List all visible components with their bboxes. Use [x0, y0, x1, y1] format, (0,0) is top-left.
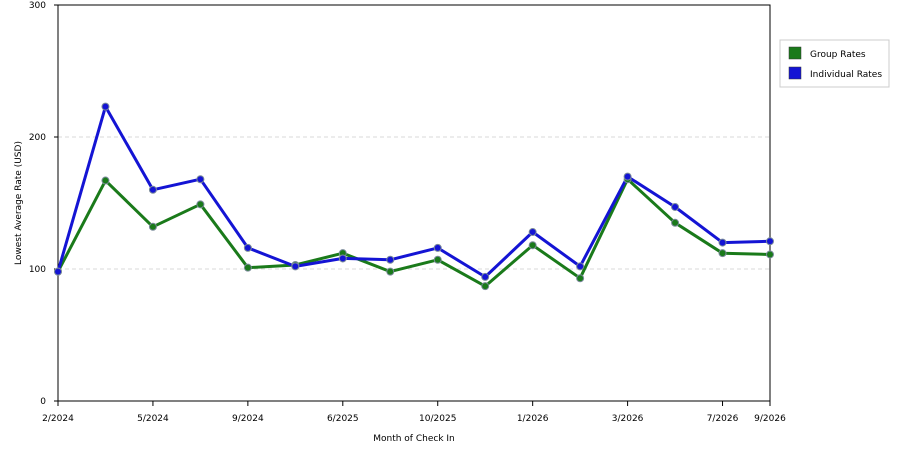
data-point-group-rates [433, 255, 442, 264]
x-tick-label: 3/2026 [612, 414, 644, 424]
grid-lines [58, 136, 770, 270]
data-point-group-rates [528, 241, 537, 250]
data-point-group-rates [576, 274, 585, 283]
y-tick-label: 200 [29, 133, 46, 143]
axes [57, 4, 771, 402]
data-point-individual-rates [243, 243, 252, 252]
x-tick-label: 1/2026 [517, 414, 549, 424]
data-point-group-rates [766, 250, 774, 259]
x-axis-ticks: 2/2024 5/2024 9/2024 6/2025 10/2025 1/2026 3/2… [42, 401, 786, 424]
data-point-individual-rates [766, 237, 774, 246]
data-point-individual-rates [338, 254, 347, 263]
data-point-individual-rates [623, 172, 632, 181]
data-point-individual-rates [433, 243, 442, 252]
y-tick-label: 300 [29, 1, 46, 11]
data-point-individual-rates [291, 262, 300, 271]
data-point-individual-rates [576, 262, 585, 271]
y-tick-label: 100 [29, 265, 46, 275]
x-tick-label: 9/2026 [754, 414, 786, 424]
data-point-individual-rates [101, 102, 110, 111]
x-axis-title: Month of Check In [373, 434, 455, 444]
y-tick-label: 0 [40, 397, 46, 407]
data-point-group-rates [718, 249, 727, 258]
x-tick-label: 9/2024 [232, 414, 264, 424]
plot-frame [57, 4, 771, 402]
y-axis-title: Lowest Average Rate (USD) [14, 141, 24, 265]
x-tick-label: 10/2025 [419, 414, 456, 424]
series-line-group-rates [56, 177, 771, 288]
data-point-group-rates [148, 222, 157, 231]
data-point-group-rates [101, 176, 110, 185]
x-tick-label: 5/2024 [137, 414, 169, 424]
data-point-group-rates [196, 200, 205, 209]
data-point-group-rates [386, 267, 395, 276]
legend-label-group-rates: Group Rates [810, 50, 866, 60]
data-point-individual-rates [718, 238, 727, 247]
series-line-individual-rates [56, 105, 771, 279]
data-point-individual-rates [671, 202, 680, 211]
data-point-individual-rates [54, 267, 62, 276]
data-point-group-rates [243, 263, 252, 272]
y-axis-ticks: 0 100 200 300 [29, 1, 58, 407]
data-point-group-rates [481, 282, 490, 291]
data-point-individual-rates [196, 175, 205, 184]
x-tick-label: 2/2024 [42, 414, 74, 424]
legend: Group Rates Individual Rates [779, 39, 890, 88]
legend-label-individual-rates: Individual Rates [810, 70, 882, 80]
legend-swatch-individual-rates [788, 66, 802, 80]
series-layer [54, 102, 774, 291]
data-point-group-rates [671, 218, 680, 227]
x-tick-label: 6/2025 [327, 414, 359, 424]
data-point-individual-rates [481, 272, 490, 281]
data-point-individual-rates [148, 185, 157, 194]
data-point-individual-rates [386, 255, 395, 264]
data-point-individual-rates [528, 228, 537, 237]
x-tick-label: 7/2026 [707, 414, 739, 424]
legend-swatch-group-rates [788, 46, 802, 60]
